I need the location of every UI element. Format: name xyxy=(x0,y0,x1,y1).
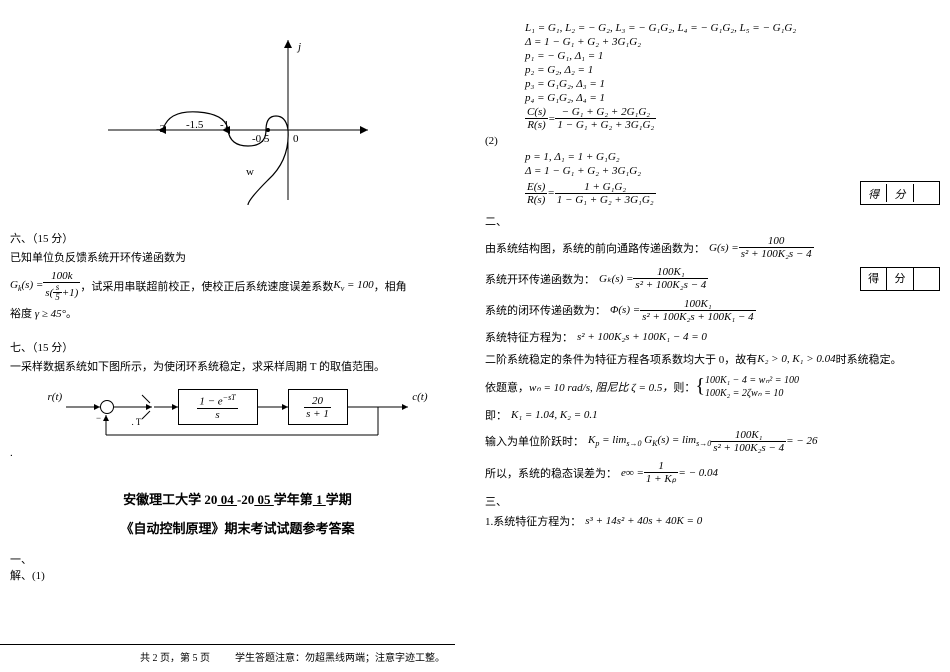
ess-compute: 所以，系统的稳态误差为： e∞ = 11 + Kₚ = − 0.04 xyxy=(485,460,940,485)
plant-block: 20s + 1 xyxy=(288,389,348,425)
stability-cond: 二阶系统稳定的条件为特征方程各项系数均大于 0，故有 K₂ > 0, K₁ > … xyxy=(485,351,940,367)
char-eq-line: 系统特征方程为： s² + 100K₂s + 100K₁ − 4 = 0 xyxy=(485,329,940,345)
closed-tf-line: 系统的闭环传递函数为： Φ(s) = 100K₁s² + 100K₂s + 10… xyxy=(485,298,940,323)
open-tf-line: 系统开环传递函数为： Gₖ(s) = 100K₁s² + 100K₂s − 4 … xyxy=(485,266,940,291)
ct-label: c(t) xyxy=(412,391,427,403)
nyquist-graph: j 0 -0.5 -1 -1.5 -2 w xyxy=(98,20,378,210)
score-box-2: 得分 xyxy=(860,267,940,291)
score-box-1: 得分 xyxy=(860,181,940,205)
zoh-block: 1 − e−sTs xyxy=(178,389,258,425)
svg-text:−: − xyxy=(96,413,101,423)
section-3-label: 三、 xyxy=(485,493,940,509)
kp-compute: 输入为单位阶跃时： Kp = lims→0 GK(s) = lims→0 100… xyxy=(485,429,940,454)
given-params: 依题意， wₙ = 10 rad/s, 阻尼比 ζ = 0.5， 则： { 10… xyxy=(485,373,940,401)
tick-0: 0 xyxy=(293,133,299,145)
section-1-label: 一、 xyxy=(10,551,465,567)
section-6-formula: Gk(s) = 100k s(s5+1) ，试采用串联超前校正，使校正后系统速度… xyxy=(10,270,465,304)
right-column: L₁ = G₁, L₂ = − G₂, L₃ = − G₁G₂, L₄ = − … xyxy=(475,0,950,672)
section-6-line3: 裕度 γ ≥ 45°。 xyxy=(10,306,465,323)
sum-junction xyxy=(100,400,114,414)
rt-label: r(t) xyxy=(48,391,63,403)
eq-block-1: L₁ = G₁, L₂ = − G₂, L₃ = − G₁G₂, L₄ = − … xyxy=(525,22,940,131)
exam-title-2: 《自动控制原理》期末考试试题参考答案 xyxy=(10,518,465,537)
section-2-label: 二、 xyxy=(485,213,940,229)
block-diagram: − r(t) . T 1 − e−sTs 20s + 1 c(t) xyxy=(48,381,428,441)
tick-m15: -1.5 xyxy=(186,119,204,131)
footer-left: 共 2 页，第 5 页 学生答题注意：勿超黑线两端；注意字迹工整。 xyxy=(0,644,455,664)
eq-block-2: p = 1, Δ₁ = 1 + G₁G₂ Δ = 1 − G₁ + G₂ + 3… xyxy=(525,151,940,207)
k-values: 即： K₁ = 1.04, K₂ = 0.1 xyxy=(485,407,940,423)
part-2-label: (2) xyxy=(485,135,940,147)
fwd-tf-line: 由系统结构图，系统的前向通路传递函数为： G(s) = 100s² + 100K… xyxy=(485,235,940,260)
section-6-header: 六、（15 分） xyxy=(10,230,465,246)
section-6-desc: 已知单位负反馈系统开环传递函数为 xyxy=(10,250,465,267)
exam-page: j 0 -0.5 -1 -1.5 -2 w 六、（15 分） 已知单位负反馈系统… xyxy=(0,0,950,672)
j-label: j xyxy=(296,41,301,53)
section-7-header: 七、（15 分） xyxy=(10,339,465,355)
section-7-desc: 一采样数据系统如下图所示，为使闭环系统稳定，求采样周期 T 的取值范围。 xyxy=(10,359,465,376)
graph-svg: j 0 -0.5 -1 -1.5 -2 w xyxy=(98,20,378,210)
char-eq-3: 1.系统特征方程为： s³ + 14s² + 40s + 40K = 0 xyxy=(485,513,940,529)
solution-1-label: 解、(1) xyxy=(10,567,465,583)
left-column: j 0 -0.5 -1 -1.5 -2 w 六、（15 分） 已知单位负反馈系统… xyxy=(0,0,475,672)
w-label: w xyxy=(246,166,254,178)
sampler-T: . T xyxy=(132,417,142,427)
exam-title-1: 安徽理工大学 20 04 -20 05 学年第 1 学期 xyxy=(10,489,465,508)
